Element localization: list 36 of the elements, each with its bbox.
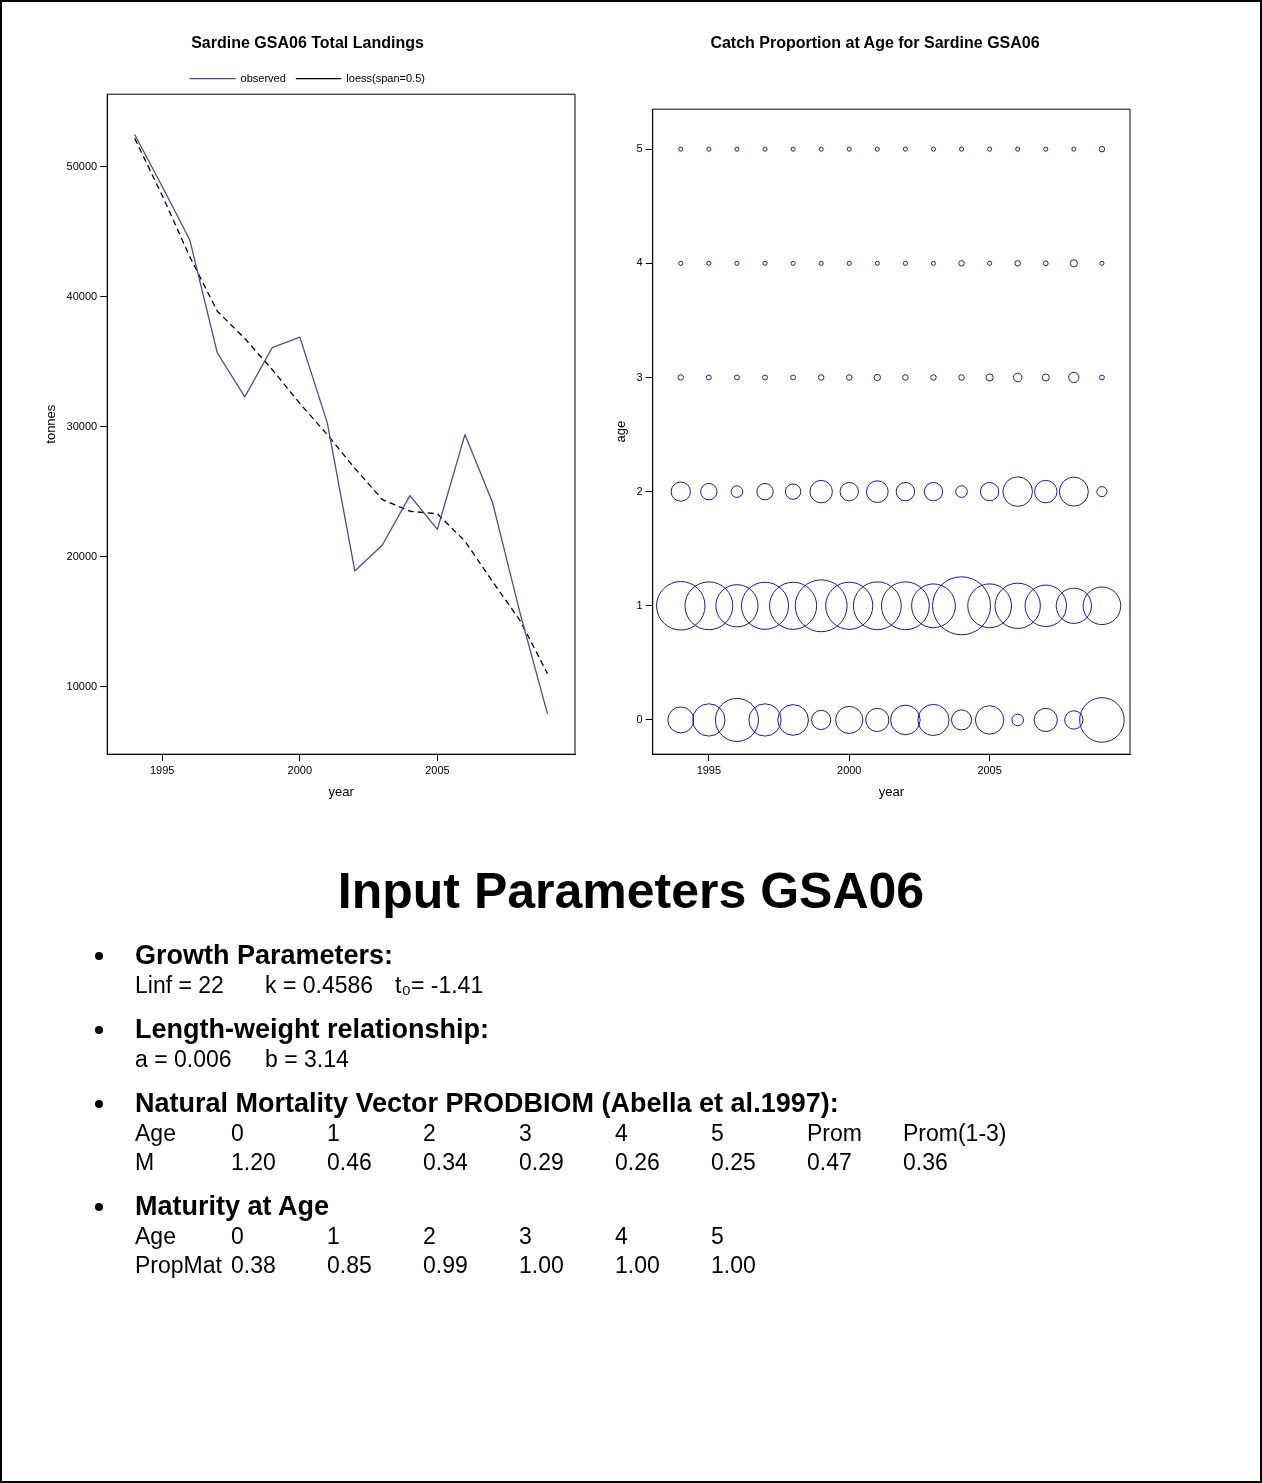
y-tick-label: 40000 (66, 289, 98, 302)
text: Input Parameters GSA06 (336, 862, 926, 920)
y-tick-label: 4 (636, 256, 643, 269)
text: Maturity at Age (135, 1191, 331, 1222)
y-tick-label: 30000 (66, 419, 98, 432)
x-tick-label: 2005 (425, 763, 450, 776)
y-tick-label: 1 (636, 598, 643, 611)
text: Length-weight relationship: (135, 1014, 490, 1045)
text: Linf = 22 k = 0.4586 t₀= -1.41 (135, 971, 485, 1000)
y-axis-title: age (613, 420, 629, 443)
y-tick-label: 2 (636, 484, 643, 497)
y-tick-label: 5 (636, 142, 643, 155)
y-tick-label: 0 (636, 712, 643, 725)
x-axis-title: year (878, 783, 905, 799)
y-axis-title: tonnes (43, 404, 59, 444)
chart-title: Catch Proportion at Age for Sardine GSA06 (710, 34, 1040, 52)
x-tick-label: 1995 (696, 763, 722, 776)
y-tick-label: 10000 (66, 679, 98, 692)
text: PropMat 0.38 0.85 0.99 1.00 1.00 1.00 (135, 1251, 757, 1280)
text: a = 0.006 b = 3.14 (135, 1045, 350, 1074)
text: M 1.20 0.46 0.34 0.29 0.26 0.25 0.47 0.36 (135, 1148, 949, 1177)
text: Age 0 1 2 3 4 5 (135, 1222, 725, 1251)
y-tick-label: 3 (636, 370, 643, 383)
legend-label: observed (240, 71, 286, 84)
x-tick-label: 1995 (149, 763, 175, 776)
x-tick-label: 2000 (837, 763, 862, 776)
x-tick-label: 2000 (287, 763, 313, 776)
text: Growth Parameters: (135, 940, 395, 971)
y-tick-label: 20000 (66, 549, 98, 562)
text: Age 0 1 2 3 4 5 Prom Prom(1-3) (135, 1119, 1008, 1148)
text: Natural Mortality Vector PRODBIOM (Abella et al.1997): (135, 1088, 840, 1119)
x-tick-label: 2005 (977, 763, 1002, 776)
legend-label: loess(span=0.5) (346, 71, 425, 84)
y-tick-label: 50000 (66, 159, 98, 172)
x-axis-title: year (328, 783, 355, 799)
chart-title: Sardine GSA06 Total Landings (191, 34, 424, 52)
